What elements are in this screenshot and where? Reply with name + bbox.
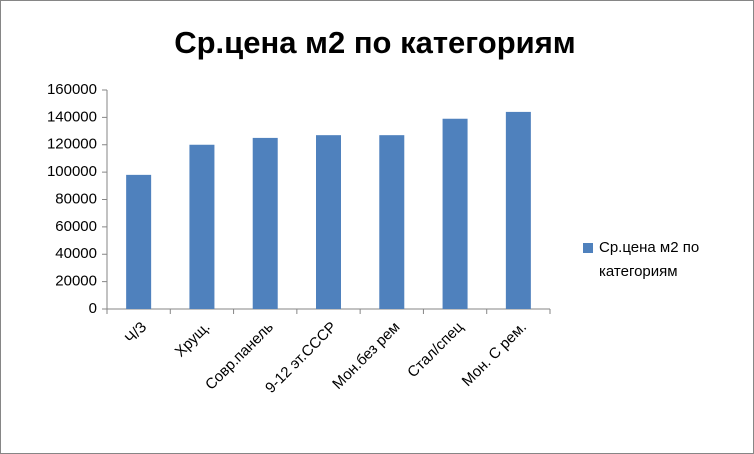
y-tick-label: 40000 xyxy=(55,245,97,262)
legend-swatch xyxy=(583,243,593,253)
y-tick-label: 80000 xyxy=(55,190,97,207)
bar xyxy=(189,144,215,309)
chart-title: Ср.цена м2 по категориям xyxy=(174,25,576,60)
y-tick-label: 160000 xyxy=(47,81,97,98)
bar xyxy=(316,135,341,309)
bar xyxy=(252,137,278,309)
legend: Ср.цена м2 по категориям xyxy=(583,236,733,284)
y-tick-label: 20000 xyxy=(55,273,97,290)
bar xyxy=(126,174,152,309)
y-tick-label: 60000 xyxy=(55,218,97,235)
bar xyxy=(379,135,405,309)
y-tick-label: 100000 xyxy=(47,163,97,180)
bar xyxy=(505,111,531,310)
y-tick-label: 0 xyxy=(89,300,97,317)
y-tick-label: 120000 xyxy=(47,136,97,153)
y-tick-label: 140000 xyxy=(47,108,97,125)
bar xyxy=(442,118,468,310)
legend-label: Ср.цена м2 по категориям xyxy=(599,239,700,280)
